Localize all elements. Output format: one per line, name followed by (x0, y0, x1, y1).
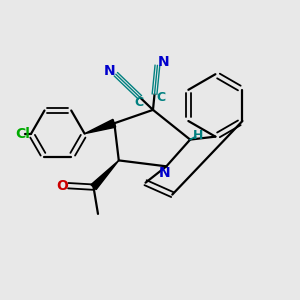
Text: Cl: Cl (15, 127, 30, 141)
Text: O: O (56, 179, 68, 193)
Text: C: C (134, 96, 143, 109)
Text: N: N (103, 64, 115, 78)
Polygon shape (91, 160, 119, 190)
Text: H: H (193, 129, 204, 142)
Text: N: N (159, 166, 171, 180)
Text: C: C (156, 91, 165, 104)
Text: N: N (158, 55, 169, 69)
Polygon shape (85, 119, 116, 134)
